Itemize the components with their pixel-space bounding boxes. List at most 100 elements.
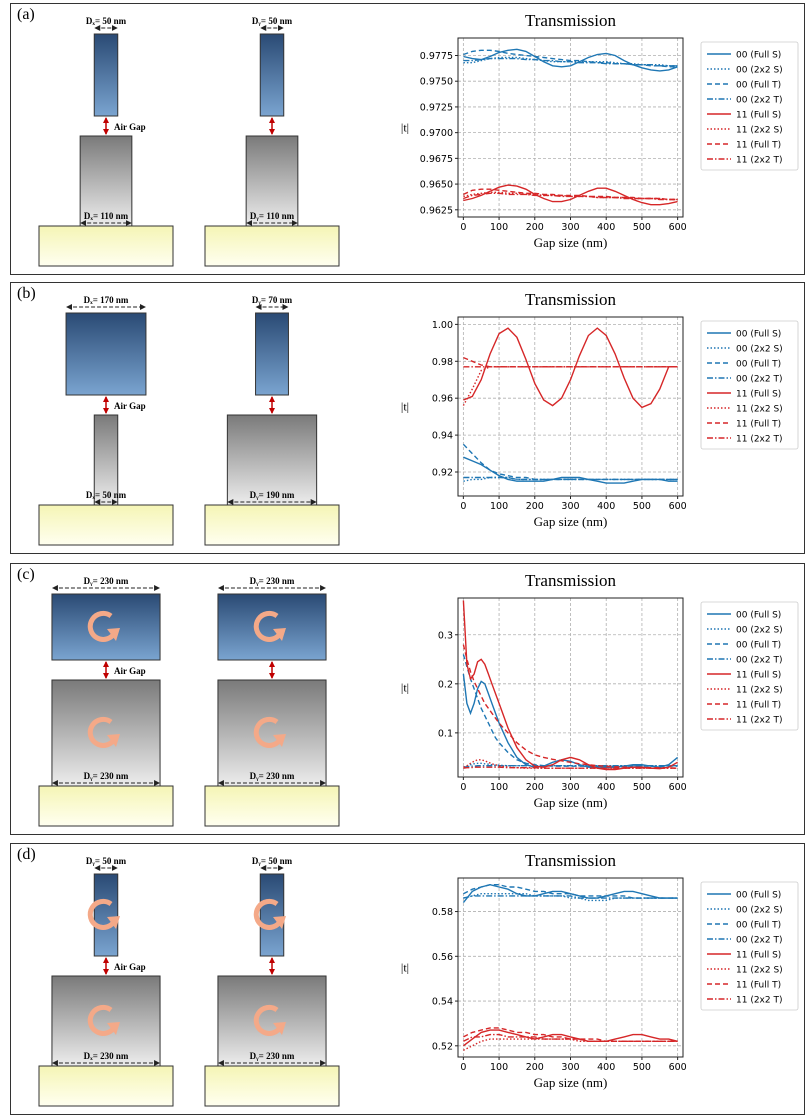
legend-entry: 00 (Full S) <box>736 611 781 621</box>
bottom-block <box>217 975 327 1067</box>
y-axis-label: |t| <box>401 961 409 975</box>
y-axis-label: |t| <box>401 121 409 135</box>
legend-entry: 11 (2x2 T) <box>736 996 782 1006</box>
y-tick-label: 0.9650 <box>420 180 453 191</box>
rotation-arrow-icon <box>253 898 284 930</box>
x-tick-label: 600 <box>669 222 687 233</box>
x-tick-label: 500 <box>633 1062 651 1073</box>
air-gap-label: Air Gap <box>114 962 146 972</box>
top-width-label: Dᵧ= 70 nm <box>252 295 293 305</box>
legend-entry: 11 (Full S) <box>736 671 781 681</box>
bottom-width-label: Dₓ= 50 nm <box>86 490 127 500</box>
y-tick-label: 0.3 <box>438 630 453 641</box>
chart-title: Transmission <box>525 571 617 590</box>
panel-label: (d) <box>17 846 36 863</box>
series-line-00-2x2-t- <box>463 476 678 481</box>
substrate <box>38 504 174 546</box>
legend-entry: 11 (2x2 S) <box>736 966 783 976</box>
panel-graphic: Dₓ= 170 nm Dₓ= 50 nm Air Gap Dᵧ= 70 nm Dᵧ= 1… <box>38 290 799 546</box>
y-tick-label: 0.98 <box>432 357 453 368</box>
x-tick-label: 100 <box>490 501 508 512</box>
rotation-arrow-icon <box>87 898 118 930</box>
panel-label: (b) <box>17 285 36 302</box>
top-block <box>255 312 289 396</box>
legend-entry: 00 (2x2 T) <box>736 375 782 385</box>
figure-panel: (d) Dᵧ= 50 nm Dₓ= 230 nm Air Gap Dᵧ= 50 nm Dᵧ… <box>10 843 805 1115</box>
x-tick-label: 300 <box>561 782 579 793</box>
legend-entry: 00 (Full T) <box>736 641 781 651</box>
x-tick-label: 100 <box>490 222 508 233</box>
rotation-arrow-icon <box>87 610 118 642</box>
substrate <box>204 504 340 546</box>
y-tick-label: 0.9750 <box>420 77 453 88</box>
rotation-arrow-head-icon <box>107 916 120 929</box>
series-line-11-2x2-t- <box>463 192 678 201</box>
y-tick-label: 0.9775 <box>420 51 453 62</box>
rotation-arrow-head-icon <box>107 1022 120 1035</box>
panel-graphic: Dᵧ= 50 nm Dₓ= 230 nm Air Gap Dᵧ= 50 nm Dᵧ= 2… <box>38 851 799 1107</box>
figure-panel: (a) Dₓ= 50 nm Dₓ= 110 nm Air Gap Dᵧ= 50 nm Dᵧ… <box>10 3 805 275</box>
x-tick-label: 600 <box>669 782 687 793</box>
top-width-label: Dᵧ= 230 nm <box>84 576 129 586</box>
series-line-00-full-s- <box>462 883 678 904</box>
legend-entry: 00 (Full T) <box>736 81 781 91</box>
panel-graphic: Dₓ= 50 nm Dₓ= 110 nm Air Gap Dᵧ= 50 nm Dᵧ= 1… <box>38 11 799 267</box>
x-tick-label: 400 <box>597 1062 615 1073</box>
structure-x-view: Dᵧ= 230 nm Dᵧ= 230 nm Air Gap <box>38 576 174 827</box>
legend-entry: 11 (Full T) <box>736 420 781 430</box>
x-tick-label: 0 <box>460 222 466 233</box>
structure-y-view: Dᵧ= 70 nm Dᵧ= 190 nm <box>204 295 340 546</box>
x-tick-label: 200 <box>526 501 544 512</box>
structure-x-view: Dₓ= 170 nm Dₓ= 50 nm Air Gap <box>38 295 174 546</box>
substrate <box>38 785 174 827</box>
chart-title: Transmission <box>525 290 617 309</box>
legend-entry: 11 (2x2 S) <box>736 126 783 136</box>
y-tick-label: 0.1 <box>438 728 453 739</box>
x-tick-label: 400 <box>597 782 615 793</box>
legend: 00 (Full S) 00 (2x2 S) 00 (Full T) 00 (2x2 … <box>700 881 799 1011</box>
series-line-00-full-s- <box>463 48 678 72</box>
bottom-width-label: Dᵧ= 110 nm <box>250 211 295 221</box>
series-line-00-2x2-t- <box>463 57 678 67</box>
x-tick-label: 600 <box>669 1062 687 1073</box>
rotation-arrow-head-icon <box>107 734 120 747</box>
x-tick-label: 500 <box>633 782 651 793</box>
top-block <box>259 33 285 117</box>
bottom-width-label: Dᵧ= 230 nm <box>84 771 129 781</box>
y-axis-label: |t| <box>401 400 409 414</box>
rotation-arrow-icon <box>253 1004 284 1036</box>
x-tick-label: 300 <box>561 222 579 233</box>
bottom-width-label: Dᵧ= 230 nm <box>250 771 295 781</box>
legend-entry: 11 (Full T) <box>736 981 781 991</box>
x-tick-label: 400 <box>597 501 615 512</box>
top-width-label: Dₓ= 170 nm <box>84 295 129 305</box>
transmission-chart: 0 100 200 300 400 500 600 0.1 0.2 0.3 Transmission… <box>401 571 687 810</box>
legend-entry: 00 (2x2 T) <box>736 936 782 946</box>
structure-y-view: Dᵧ= 50 nm Dᵧ= 110 nm <box>204 16 340 267</box>
y-tick-label: 0.52 <box>432 1041 453 1052</box>
series-line-00-2x2-s- <box>463 893 678 902</box>
legend-entry: 00 (Full S) <box>736 51 781 61</box>
top-block <box>259 873 285 957</box>
legend-entry: 11 (Full T) <box>736 141 781 151</box>
legend-entry: 00 (Full T) <box>736 921 781 931</box>
y-tick-label: 0.2 <box>438 679 453 690</box>
legend-entry: 00 (2x2 S) <box>736 906 783 916</box>
y-tick-label: 0.9725 <box>420 102 453 113</box>
top-block <box>65 312 147 396</box>
legend-entry: 00 (Full T) <box>736 360 781 370</box>
x-tick-label: 300 <box>561 1062 579 1073</box>
legend-entry: 00 (2x2 T) <box>736 656 782 666</box>
chart-title: Transmission <box>525 851 617 870</box>
bottom-block <box>245 135 299 227</box>
y-tick-label: 0.9700 <box>420 128 453 139</box>
x-axis-label: Gap size (nm) <box>534 514 608 529</box>
x-tick-label: 400 <box>597 222 615 233</box>
x-tick-label: 0 <box>460 782 466 793</box>
bottom-block <box>51 679 161 787</box>
top-block <box>93 873 119 957</box>
legend-entry: 00 (2x2 S) <box>736 345 783 355</box>
series-line-00-full-t- <box>462 654 678 767</box>
legend: 00 (Full S) 00 (2x2 S) 00 (Full T) 00 (2x2 … <box>700 41 799 171</box>
